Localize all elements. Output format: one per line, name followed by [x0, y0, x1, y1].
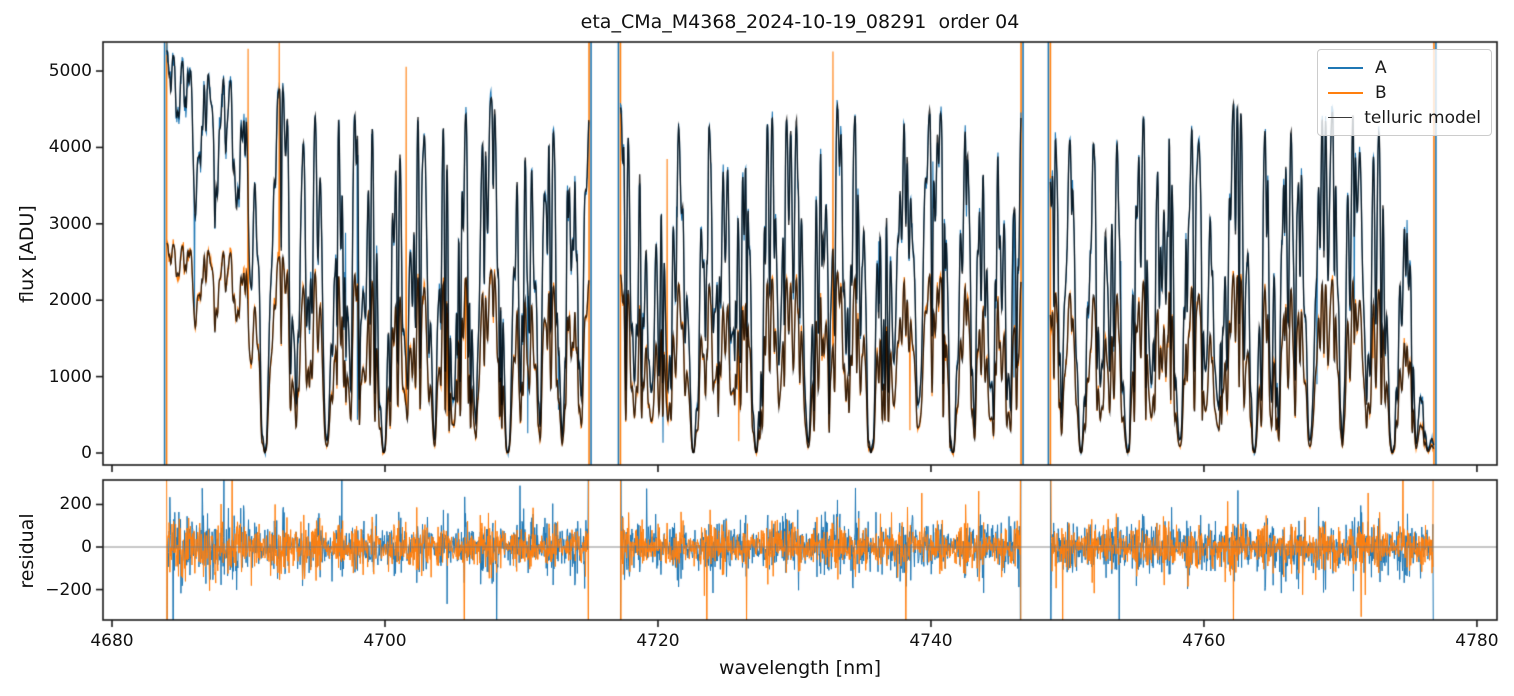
wavelength-xtick-label: 4760: [1182, 631, 1226, 651]
legend: A B telluric model: [1317, 49, 1492, 136]
wavelength-xtick-label: 4700: [363, 631, 407, 651]
legend-label-b: B: [1375, 82, 1387, 103]
flux-ytick-label: 5000: [48, 61, 92, 82]
legend-entry-telluric: telluric model: [1328, 108, 1481, 128]
legend-label-telluric: telluric model: [1364, 107, 1481, 128]
flux-ytick-label: 2000: [48, 290, 92, 311]
flux-ytick-label: 3000: [48, 213, 92, 234]
wavelength-xtick-label: 4780: [1455, 631, 1499, 651]
legend-label-a: A: [1375, 57, 1387, 78]
flux-ytick-label: 4000: [48, 137, 92, 158]
plot-title: eta_CMa_M4368_2024-10-19_08291 order 04: [580, 11, 1020, 33]
wavelength-xtick-label: 4680: [90, 631, 134, 651]
legend-line-a-icon: [1328, 66, 1363, 69]
legend-entry-a: A: [1328, 58, 1481, 78]
wavelength-axis-label: wavelength [nm]: [718, 657, 882, 679]
residual-ytick-label: 0: [81, 537, 92, 558]
legend-line-telluric-icon: [1328, 117, 1353, 118]
residual-ytick-label: 200: [59, 494, 92, 515]
wavelength-xtick-label: 4720: [636, 631, 680, 651]
legend-line-b-icon: [1328, 91, 1363, 94]
flux-ytick-label: 1000: [48, 366, 92, 387]
wavelength-xtick-label: 4740: [909, 631, 953, 651]
flux-ytick-label: 0: [81, 443, 92, 463]
legend-entry-b: B: [1328, 83, 1481, 103]
residual-ytick-label: −200: [45, 579, 92, 600]
